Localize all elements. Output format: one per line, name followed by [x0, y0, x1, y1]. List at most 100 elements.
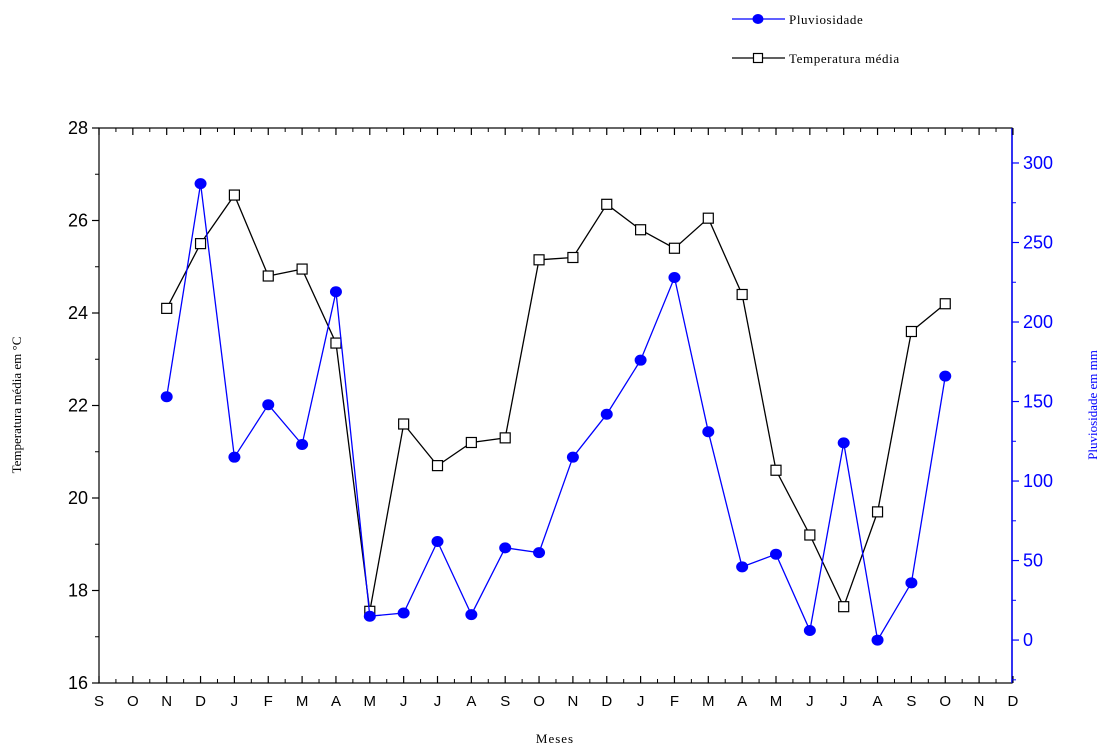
x-tick-label: M — [296, 693, 309, 710]
data-point-temperatura — [161, 302, 173, 314]
data-point-temperatura — [939, 298, 951, 310]
x-tick-label: A — [873, 693, 883, 710]
x-axis-title: Meses — [536, 731, 574, 746]
data-point-pluviosidade — [905, 577, 918, 589]
x-tick-label: O — [127, 693, 139, 710]
data-point-pluviosidade — [702, 426, 715, 438]
x-tick-label: J — [434, 693, 442, 710]
data-point-temperatura — [431, 460, 444, 472]
right-y-axis-title: Pluviosidade em mm — [1085, 350, 1100, 460]
data-point-pluviosidade — [837, 437, 850, 449]
data-point-pluviosidade — [566, 451, 579, 463]
x-tick-label: M — [770, 693, 783, 710]
data-point-pluviosidade — [770, 548, 782, 560]
data-point-pluviosidade — [736, 561, 749, 573]
data-point-pluviosidade — [533, 547, 546, 559]
data-point-temperatura — [262, 270, 274, 282]
data-point-pluviosidade — [194, 178, 207, 190]
right-y-tick-label: 50 — [1023, 551, 1043, 571]
x-tick-label: J — [231, 693, 239, 710]
series-line-1 — [166, 193, 946, 612]
left-y-tick-label: 28 — [68, 118, 88, 138]
series-line-0 — [166, 183, 946, 642]
data-point-temperatura — [871, 506, 884, 518]
x-tick-label: F — [264, 693, 273, 710]
x-tick-label: D — [1008, 693, 1019, 710]
legend-label-temperatura: Temperatura média — [789, 51, 900, 66]
data-point-pluviosidade — [465, 609, 478, 621]
data-point-temperatura — [499, 432, 511, 444]
x-tick-label: F — [670, 693, 679, 710]
data-point-pluviosidade — [431, 535, 444, 547]
data-point-temperatura — [804, 529, 816, 541]
legend: Pluviosidade Temperatura média — [732, 12, 900, 66]
x-tick-label: J — [400, 693, 408, 710]
x-tick-label: A — [737, 693, 747, 710]
data-point-pluviosidade — [939, 370, 952, 382]
x-tick-label: M — [364, 693, 377, 710]
data-point-pluviosidade — [668, 271, 681, 283]
data-point-temperatura — [465, 436, 477, 449]
x-tick-label: J — [806, 693, 814, 710]
right-y-tick-label: 150 — [1023, 392, 1053, 412]
data-point-pluviosidade — [499, 542, 512, 554]
data-point-temperatura — [296, 263, 308, 275]
x-tick-label: S — [500, 693, 510, 710]
legend-item-pluviosidade: Pluviosidade — [732, 12, 863, 27]
x-tick-label: A — [466, 693, 476, 710]
data-point-pluviosidade — [803, 625, 816, 637]
data-point-temperatura — [838, 601, 850, 613]
left-y-axis-title: Temperatura média em °C — [9, 337, 24, 474]
left-y-axis: 16 18 20 22 24 26 28 — [68, 118, 99, 693]
data-point-pluviosidade — [871, 634, 884, 646]
x-tick-label: A — [331, 693, 341, 710]
data-point-temperatura — [567, 251, 579, 264]
series-layer — [160, 178, 952, 646]
x-tick-label: N — [161, 693, 172, 710]
data-point-pluviosidade — [600, 408, 613, 420]
right-y-axis: 0 50 100 150 200 250 300 — [1012, 153, 1053, 681]
x-tick-label: N — [974, 693, 985, 710]
data-point-temperatura — [194, 238, 207, 250]
legend-marker-pluviosidade — [752, 14, 764, 24]
x-tick-label: D — [601, 693, 612, 710]
data-point-pluviosidade — [296, 438, 309, 450]
data-point-pluviosidade — [228, 451, 241, 463]
data-point-temperatura — [601, 198, 613, 210]
data-point-temperatura — [398, 418, 410, 430]
data-point-temperatura — [533, 254, 545, 266]
legend-label-pluviosidade: Pluviosidade — [789, 12, 863, 27]
left-y-tick-label: 16 — [68, 673, 88, 693]
data-point-temperatura — [905, 325, 918, 338]
right-y-tick-label: 0 — [1023, 630, 1033, 650]
right-y-tick-label: 250 — [1023, 232, 1053, 252]
data-point-temperatura — [668, 242, 681, 254]
x-tick-label: S — [906, 693, 916, 710]
data-point-temperatura — [228, 189, 240, 201]
data-point-temperatura — [770, 464, 782, 476]
legend-marker-temperatura — [752, 52, 764, 64]
x-tick-label: D — [195, 693, 206, 710]
left-y-tick-label: 20 — [68, 488, 88, 508]
data-point-pluviosidade — [329, 286, 342, 298]
left-y-tick-label: 22 — [68, 396, 88, 416]
x-tick-label: O — [939, 693, 951, 710]
data-point-pluviosidade — [363, 610, 376, 622]
legend-item-temperatura: Temperatura média — [732, 51, 900, 66]
x-tick-label: N — [567, 693, 578, 710]
data-point-temperatura — [736, 288, 748, 301]
x-tick-label: J — [637, 693, 645, 710]
data-point-pluviosidade — [397, 607, 410, 619]
right-y-tick-label: 100 — [1023, 471, 1053, 491]
left-y-tick-label: 24 — [68, 303, 88, 323]
x-tick-label: O — [533, 693, 545, 710]
right-y-tick-label: 200 — [1023, 312, 1053, 332]
data-point-pluviosidade — [160, 391, 173, 403]
left-y-tick-label: 18 — [68, 581, 88, 601]
data-point-temperatura — [634, 224, 647, 236]
x-tick-label: M — [702, 693, 715, 710]
data-point-temperatura — [330, 337, 342, 349]
data-point-temperatura — [702, 212, 714, 224]
